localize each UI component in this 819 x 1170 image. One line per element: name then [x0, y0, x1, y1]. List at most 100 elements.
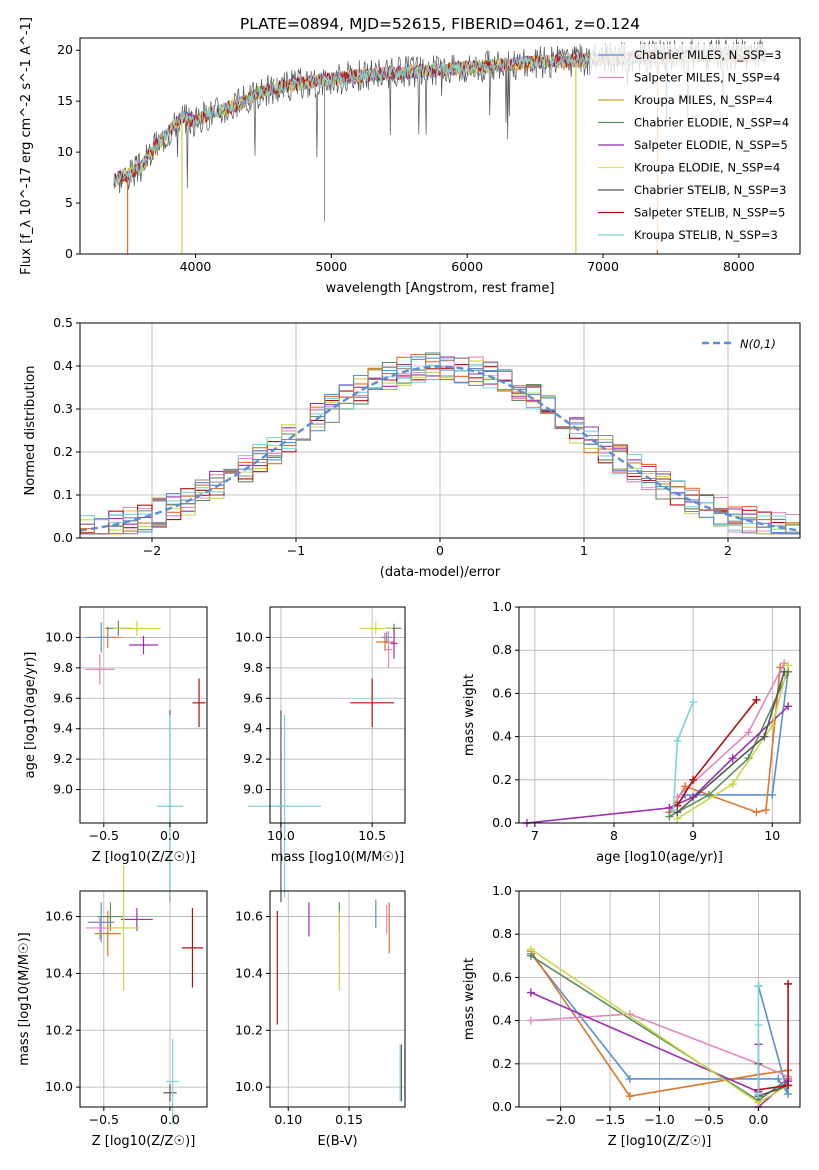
mass-weight-marker: [768, 790, 777, 799]
x-tick-label: −2: [143, 543, 161, 558]
x-tick-label: 0: [436, 543, 444, 558]
mass-weight-marker: [689, 698, 698, 707]
y-tick-label: 10.0: [45, 1079, 73, 1094]
x-tick-label: 0.10: [274, 1112, 302, 1127]
mass-weight-marker: [526, 945, 535, 954]
y-tick-label: 9.8: [243, 660, 263, 675]
x-axis-label: E(B-V): [317, 1134, 357, 1149]
mass-weight-marker: [761, 806, 770, 815]
x-tick-label: −1.5: [595, 1112, 625, 1127]
errorbar-point: [94, 626, 122, 649]
y-tick-label: 0.4: [492, 1013, 512, 1028]
mass-weight-marker: [754, 1020, 763, 1029]
errorbar-point: [359, 622, 393, 635]
errorbar-point: [97, 902, 124, 931]
y-tick-label: 15: [57, 93, 73, 108]
y-tick-label: 10.6: [45, 909, 73, 924]
mass-weight-marker: [784, 702, 793, 711]
errorbar-point: [165, 1038, 180, 1125]
x-axis-label: Z [log10(Z/Z☉)]: [608, 1134, 712, 1149]
mass-weight-marker: [704, 790, 713, 799]
x-tick-label: −0.5: [89, 828, 119, 843]
y-tick-label: 0.0: [492, 1099, 512, 1114]
x-tick-label: 2: [724, 543, 732, 558]
y-axis-label: age [log10(age/yr)]: [23, 652, 38, 779]
mass-weight-marker: [752, 808, 761, 817]
mass-weight-marker: [780, 667, 789, 676]
y-tick-label: 9.0: [243, 782, 263, 797]
y-tick-label: 1.0: [492, 883, 512, 898]
x-tick-label: 10.5: [358, 828, 386, 843]
mass_weight_vs_age-plot-area: [522, 659, 793, 827]
legend-label: Salpeter ELODIE, N_SSP=5: [634, 138, 788, 152]
errorbar-point: [156, 715, 184, 898]
mass-weight-marker: [526, 1016, 535, 1025]
legend-label: Chabrier ELODIE, N_SSP=4: [634, 116, 789, 130]
mass-weight-marker: [768, 721, 777, 730]
axes-frame: [79, 37, 801, 255]
y-axis-label: mass [log10(M/M☉)]: [17, 932, 32, 1065]
y-tick-label: 5: [65, 195, 73, 210]
mass-weight-marker: [754, 982, 763, 991]
mass-weight-marker: [784, 1081, 793, 1090]
y-tick-label: 10.2: [235, 1022, 263, 1037]
y-tick-label: 10.0: [45, 629, 73, 644]
legend-label: N(0,1): [740, 337, 776, 351]
legend-label: Chabrier MILES, N_SSP=3: [634, 48, 781, 62]
y-tick-label: 0: [65, 246, 73, 261]
x-tick-label: 6000: [451, 259, 483, 274]
x-tick-label: 10.0: [267, 828, 295, 843]
mass-weight-marker: [689, 775, 698, 784]
x-tick-label: −0.5: [89, 1112, 119, 1127]
mass-weight-line: [530, 951, 789, 1098]
y-axis-label: Normed distribution: [23, 366, 38, 496]
legend-label: Chabrier STELIB, N_SSP=3: [634, 183, 786, 197]
x-tick-label: 4000: [180, 259, 212, 274]
legend-label: Salpeter STELIB, N_SSP=5: [634, 206, 785, 220]
legend-label: Kroupa MILES, N_SSP=4: [634, 93, 773, 107]
mass_vs_EBV-panel: 0.10 0.15 10.0 10.2 10.4 10.6 E(B-V): [235, 890, 406, 1149]
mass_weight_vs_age-panel: 7 8 9 10 0.0 0.2 0.4 0.6 0.8 1.0 age [log10(age/yr…: [462, 599, 801, 865]
mass-weight-line: [668, 671, 789, 813]
y-tick-label: 0.0: [53, 530, 73, 545]
y-tick-label: 0.8: [492, 642, 512, 657]
age_vs_mass-panel: 10.0 10.5 9.0 9.2 9.4 9.6 9.8 10.0 mass [log10(M…: [235, 606, 406, 903]
x-tick-label: −2.0: [545, 1112, 575, 1127]
spectrum-panel: 4000 5000 6000 7000 8000 0 5 10 15 20 wavelength […: [19, 17, 801, 296]
errorbar-point: [248, 715, 322, 898]
y-tick-label: 9.0: [53, 782, 73, 797]
y-tick-label: 0.1: [53, 487, 73, 502]
histogram-step: [80, 354, 800, 535]
x-tick-label: 9: [689, 828, 697, 843]
errorbar-point: [384, 631, 393, 668]
y-axis-label: Flux [f_λ 10^-17 erg cm^-2 s^-1 A^-1]: [19, 17, 34, 275]
errorbar-point: [113, 620, 161, 636]
y-axis-label: mass weight: [462, 958, 477, 1040]
y-tick-label: 10.6: [235, 909, 263, 924]
x-tick-label: 7: [531, 828, 539, 843]
y-tick-label: 9.6: [53, 690, 73, 705]
residuals-plot-area: [80, 352, 800, 535]
mass-weight-marker: [673, 736, 682, 745]
x-tick-label: −1.0: [644, 1112, 674, 1127]
y-tick-label: 10: [57, 144, 73, 159]
errorbar-point: [94, 910, 122, 957]
y-tick-label: 9.6: [243, 690, 263, 705]
x-tick-label: 8: [610, 828, 618, 843]
mass-weight-marker: [754, 1090, 763, 1099]
y-axis-label: mass weight: [462, 674, 477, 756]
mass-weight-marker: [526, 988, 535, 997]
y-tick-label: 0.2: [492, 1056, 512, 1071]
y-tick-label: 0.2: [492, 772, 512, 787]
x-axis-label: Z [log10(Z/Z☉)]: [92, 850, 196, 865]
axes-frame: [79, 890, 208, 1108]
mass-weight-marker: [784, 1090, 793, 1099]
mass-weight-line: [676, 665, 789, 820]
x-axis-label: (data-model)/error: [380, 565, 501, 580]
age_vs_mass-plot-area: [248, 622, 402, 903]
x-axis-label: wavelength [Angstrom, rest frame]: [326, 281, 555, 296]
mass_vs_EBV-plot-area: [276, 899, 402, 1102]
figure-title: PLATE=0894, MJD=52615, FIBERID=0461, z=0…: [240, 15, 640, 33]
x-axis-label: Z [log10(Z/Z☉)]: [92, 1134, 196, 1149]
